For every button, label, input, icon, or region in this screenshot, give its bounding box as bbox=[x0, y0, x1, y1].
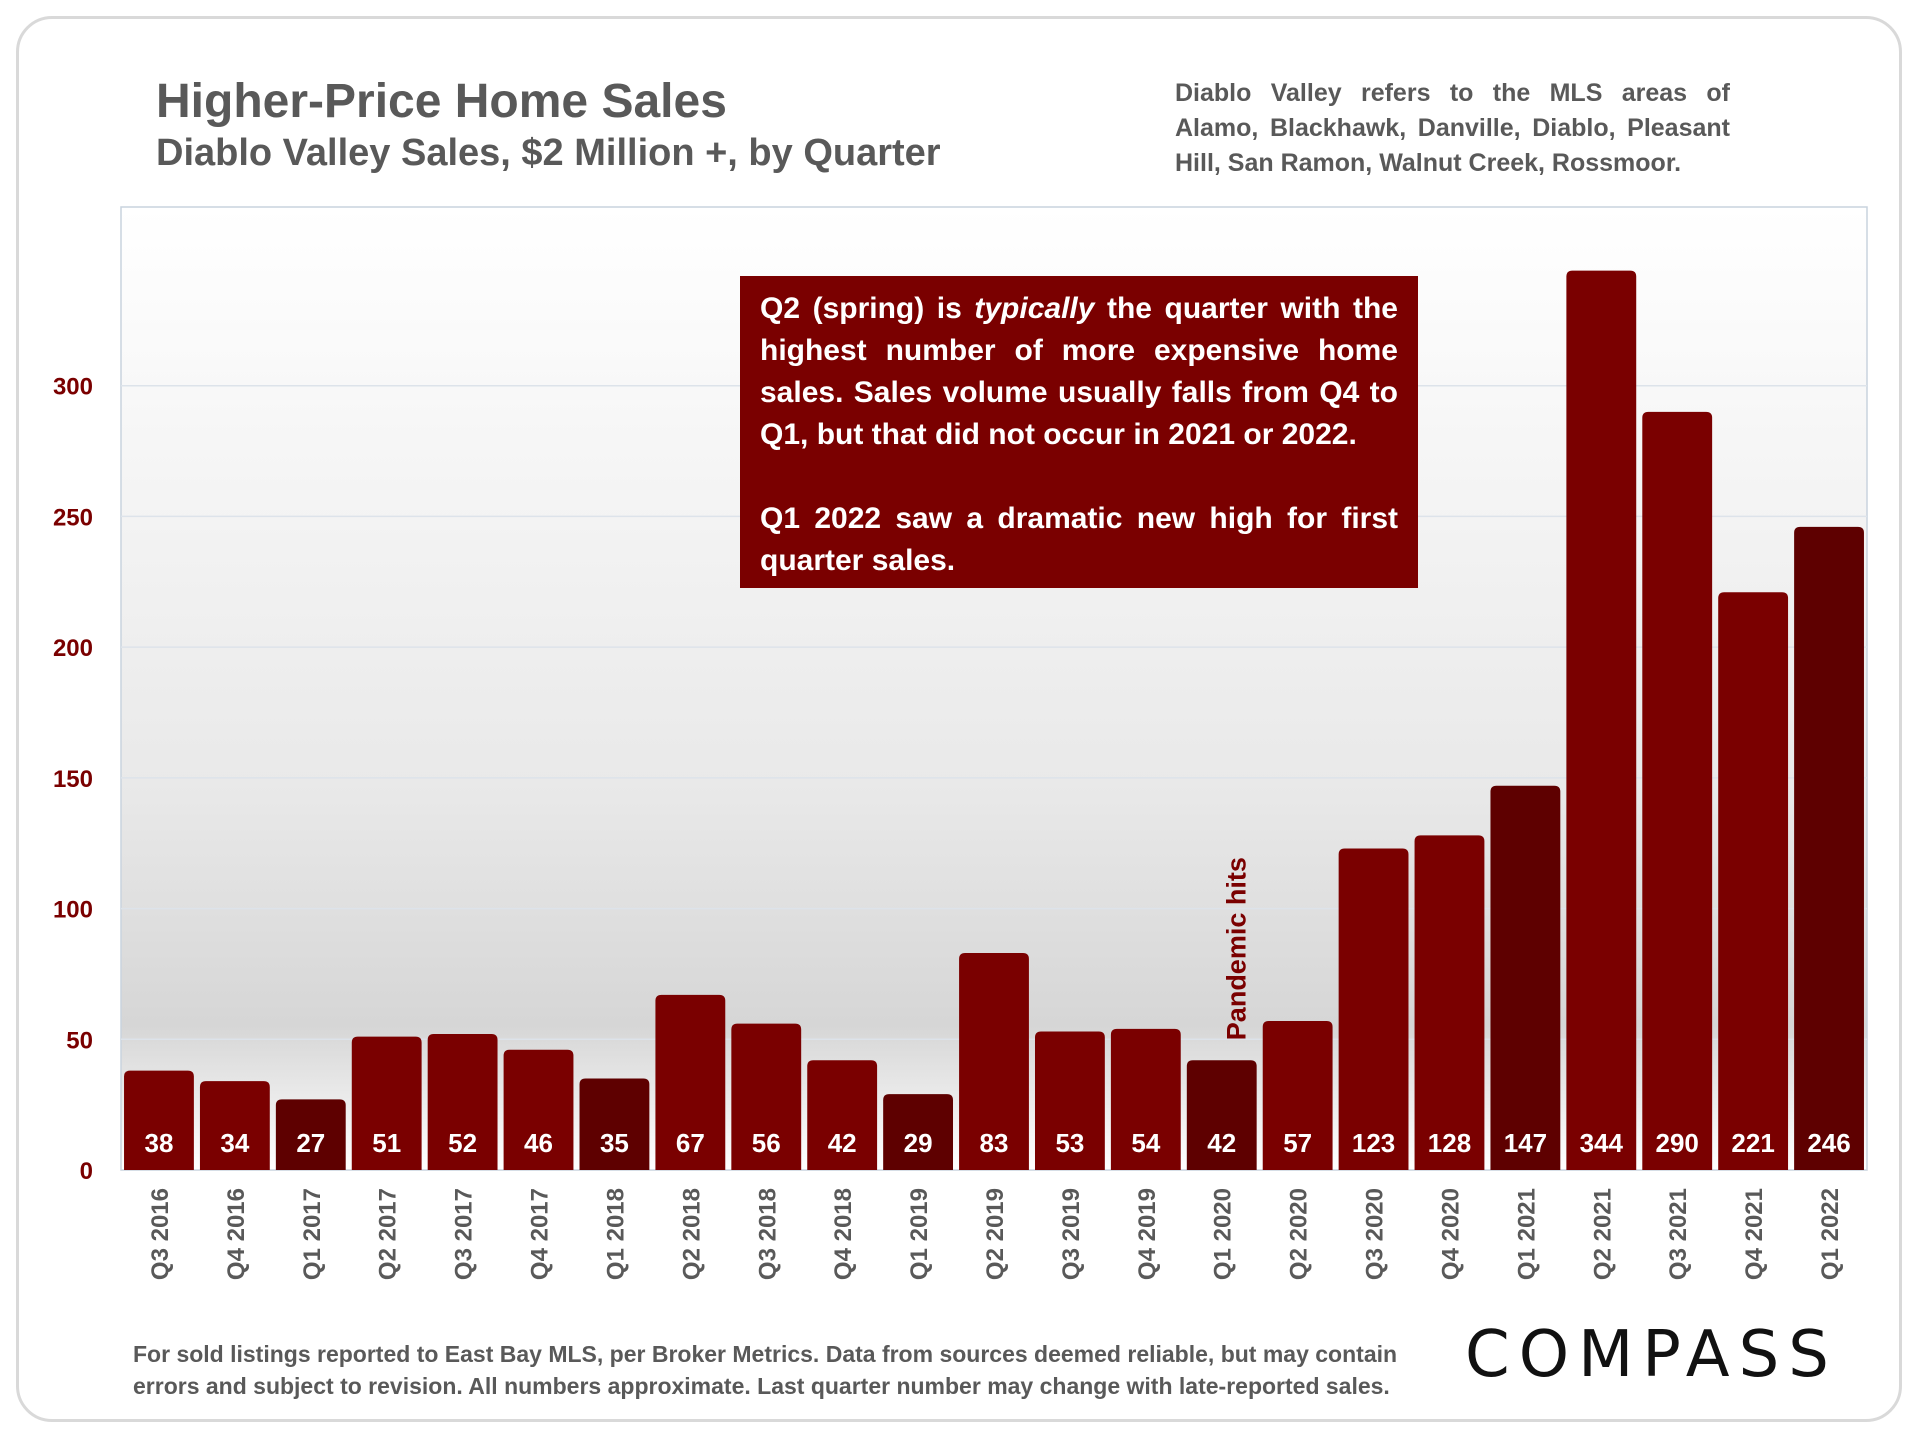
bar-value-label: 38 bbox=[144, 1128, 173, 1158]
x-tick-label: Q3 2016 bbox=[147, 1188, 174, 1280]
y-tick-label: 100 bbox=[53, 897, 93, 924]
x-tick-label: Q1 2022 bbox=[1817, 1188, 1844, 1280]
bar-value-label: 290 bbox=[1656, 1128, 1699, 1158]
bar-value-label: 221 bbox=[1731, 1128, 1774, 1158]
x-tick-label: Q2 2020 bbox=[1286, 1188, 1313, 1280]
bar bbox=[1110, 1028, 1181, 1170]
x-tick-label: Q4 2020 bbox=[1437, 1188, 1464, 1280]
bar bbox=[427, 1034, 498, 1170]
x-tick-label: Q2 2018 bbox=[678, 1188, 705, 1280]
bar bbox=[807, 1060, 878, 1170]
bar-value-label: 42 bbox=[1207, 1128, 1236, 1158]
x-tick-label: Q1 2020 bbox=[1210, 1188, 1237, 1280]
chart-subtitle: Diablo Valley Sales, $2 Million +, by Qu… bbox=[156, 132, 941, 174]
chart-title: Higher-Price Home Sales bbox=[156, 75, 727, 128]
y-tick-label: 300 bbox=[53, 374, 93, 401]
bar bbox=[1034, 1031, 1105, 1170]
bar-value-label: 52 bbox=[448, 1128, 477, 1158]
bar-value-label: 123 bbox=[1352, 1128, 1395, 1158]
x-tick-label: Q2 2019 bbox=[982, 1188, 1009, 1280]
bar bbox=[1642, 411, 1713, 1170]
x-tick-label: Q3 2019 bbox=[1058, 1188, 1085, 1280]
bar-value-label: 42 bbox=[828, 1128, 857, 1158]
x-tick-label: Q3 2020 bbox=[1362, 1188, 1389, 1280]
bar bbox=[275, 1099, 346, 1170]
y-tick-label: 150 bbox=[53, 766, 93, 793]
x-tick-label: Q4 2018 bbox=[830, 1188, 857, 1280]
bar bbox=[883, 1094, 954, 1170]
callout-paragraph-2: Q1 2022 saw a dramatic new high for firs… bbox=[760, 502, 1398, 577]
compass-logo: COMPASS bbox=[1465, 1318, 1838, 1392]
x-tick-label: Q2 2017 bbox=[375, 1188, 402, 1280]
bar-value-label: 46 bbox=[524, 1128, 553, 1158]
bar bbox=[1794, 526, 1864, 1170]
bar bbox=[1186, 1060, 1257, 1170]
x-tick-label: Q4 2016 bbox=[223, 1188, 250, 1280]
pandemic-annotation: Pandemic hits bbox=[1222, 857, 1252, 1040]
bar-value-label: 53 bbox=[1055, 1128, 1084, 1158]
area-note: Diablo Valley refers to the MLS areas of… bbox=[1175, 79, 1730, 177]
y-tick-label: 50 bbox=[66, 1027, 93, 1054]
bar bbox=[351, 1036, 422, 1170]
bar bbox=[1338, 848, 1409, 1170]
y-tick-label: 250 bbox=[53, 504, 93, 531]
bar-value-label: 54 bbox=[1131, 1128, 1160, 1158]
bar-value-label: 34 bbox=[220, 1128, 249, 1158]
x-tick-label: Q1 2017 bbox=[299, 1188, 326, 1280]
callout-paragraph-1: Q2 (spring) is typically the quarter wit… bbox=[760, 292, 1398, 451]
bar bbox=[1262, 1020, 1333, 1170]
bar bbox=[503, 1049, 574, 1170]
bar bbox=[1718, 592, 1789, 1170]
bar-value-label: 128 bbox=[1428, 1128, 1471, 1158]
bar bbox=[1566, 270, 1637, 1171]
x-tick-label: Q4 2021 bbox=[1741, 1188, 1768, 1280]
bar-value-label: 35 bbox=[600, 1128, 629, 1158]
x-tick-label: Q3 2018 bbox=[754, 1188, 781, 1280]
bar bbox=[1414, 835, 1485, 1170]
x-tick-label: Q4 2017 bbox=[527, 1188, 554, 1280]
bar bbox=[1490, 785, 1561, 1170]
bar-value-label: 83 bbox=[980, 1128, 1009, 1158]
bar-value-label: 56 bbox=[752, 1128, 781, 1158]
bar bbox=[655, 994, 726, 1170]
x-tick-label: Q1 2021 bbox=[1513, 1188, 1540, 1280]
bar-value-label: 344 bbox=[1580, 1128, 1624, 1158]
bar-value-label: 57 bbox=[1283, 1128, 1312, 1158]
bar-value-label: 27 bbox=[296, 1128, 325, 1158]
y-tick-label: 0 bbox=[80, 1158, 93, 1185]
x-tick-label: Q3 2017 bbox=[451, 1188, 478, 1280]
bar-value-label: 51 bbox=[372, 1128, 401, 1158]
x-tick-label: Q1 2019 bbox=[906, 1188, 933, 1280]
x-tick-label: Q2 2021 bbox=[1589, 1188, 1616, 1280]
bar-value-label: 67 bbox=[676, 1128, 705, 1158]
bar bbox=[959, 953, 1029, 1170]
insight-callout: Q2 (spring) is typically the quarter wit… bbox=[740, 276, 1418, 588]
bar bbox=[731, 1023, 802, 1170]
bar bbox=[124, 1070, 194, 1170]
bar-value-label: 147 bbox=[1504, 1128, 1547, 1158]
bar-value-label: 246 bbox=[1807, 1128, 1850, 1158]
bar-value-label: 29 bbox=[904, 1128, 933, 1158]
footnote: For sold listings reported to East Bay M… bbox=[133, 1341, 1398, 1399]
x-tick-label: Q3 2021 bbox=[1665, 1188, 1692, 1280]
x-tick-label: Q1 2018 bbox=[602, 1188, 629, 1280]
x-tick-label: Q4 2019 bbox=[1134, 1188, 1161, 1280]
bar bbox=[199, 1081, 270, 1170]
y-tick-label: 200 bbox=[53, 635, 93, 662]
bar bbox=[579, 1078, 650, 1170]
